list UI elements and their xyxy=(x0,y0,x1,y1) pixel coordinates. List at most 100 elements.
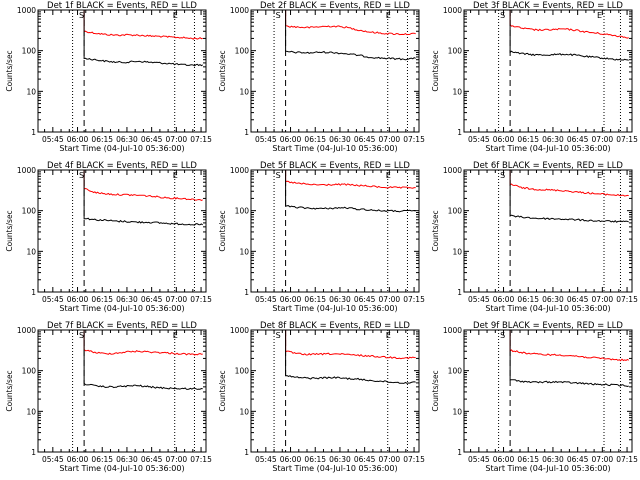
x-tick-label: 06:30 xyxy=(116,455,138,464)
x-tick-label: 05:45 xyxy=(468,135,490,144)
x-tick-label: 06:15 xyxy=(91,455,113,464)
end-marker: E xyxy=(386,331,391,340)
y-tick-label: 100 xyxy=(448,367,463,376)
plot-frame xyxy=(37,169,207,293)
plot-frame xyxy=(250,9,420,133)
x-tick-label: 06:45 xyxy=(567,295,589,304)
chart-title: Det 5f BLACK = Events, RED = LLD xyxy=(260,161,410,171)
y-axis-label: Counts/sec xyxy=(218,370,227,411)
x-tick-label: 06:00 xyxy=(280,455,302,464)
y-axis-label: Counts/sec xyxy=(5,370,14,411)
x-axis-label: Start Time (04-Jul-10 05:36:00) xyxy=(59,144,184,153)
events-series-line xyxy=(285,10,416,61)
x-axis-label: Start Time (04-Jul-10 05:36:00) xyxy=(272,464,397,473)
end-marker: E xyxy=(597,171,602,180)
chart-title: Det 8f BLACK = Events, RED = LLD xyxy=(260,321,410,331)
chart-title: Det 4f BLACK = Events, RED = LLD xyxy=(47,161,197,171)
start-marker: S xyxy=(276,11,281,20)
x-tick-label: 06:30 xyxy=(329,455,351,464)
lld-series-line xyxy=(285,10,416,36)
x-tick-label: 06:30 xyxy=(329,295,351,304)
lld-series-line xyxy=(509,10,629,39)
chart-title: Det 2f BLACK = Events, RED = LLD xyxy=(260,1,410,11)
x-tick-label: 05:45 xyxy=(42,135,64,144)
y-tick-label: 10 xyxy=(26,247,36,256)
y-tick-label: 1000 xyxy=(443,326,462,335)
y-tick-label: 1 xyxy=(244,288,249,297)
x-tick-label: 06:30 xyxy=(542,455,564,464)
x-tick-label: 07:00 xyxy=(166,135,188,144)
y-tick-label: 1 xyxy=(31,288,36,297)
y-tick-label: 100 xyxy=(448,47,463,56)
y-axis-label: Counts/sec xyxy=(431,50,440,91)
plot-frame xyxy=(250,169,420,293)
x-tick-label: 07:00 xyxy=(592,295,614,304)
plot-frame xyxy=(463,329,633,453)
end-marker: E xyxy=(386,11,391,20)
events-series-line xyxy=(509,170,629,223)
x-axis-label: Start Time (04-Jul-10 05:36:00) xyxy=(485,304,610,313)
y-axis-label: Counts/sec xyxy=(431,210,440,251)
y-axis-label: Counts/sec xyxy=(5,50,14,91)
x-tick-label: 05:45 xyxy=(42,455,64,464)
y-tick-label: 1 xyxy=(244,448,249,457)
x-tick-label: 07:00 xyxy=(166,295,188,304)
y-tick-label: 1 xyxy=(31,448,36,457)
x-tick-label: 06:45 xyxy=(354,295,376,304)
x-axis-label: Start Time (04-Jul-10 05:36:00) xyxy=(59,304,184,313)
chart-title: Det 6f BLACK = Events, RED = LLD xyxy=(473,161,623,171)
x-tick-label: 06:30 xyxy=(329,135,351,144)
end-marker: E xyxy=(173,171,178,180)
lld-series-line xyxy=(83,170,203,201)
x-tick-label: 06:00 xyxy=(280,135,302,144)
y-axis-label: Counts/sec xyxy=(5,210,14,251)
y-tick-label: 10 xyxy=(452,87,462,96)
x-tick-label: 06:45 xyxy=(567,455,589,464)
y-tick-label: 100 xyxy=(22,367,37,376)
x-tick-label: 07:00 xyxy=(379,135,401,144)
start-marker: S xyxy=(276,171,281,180)
x-tick-label: 07:00 xyxy=(379,455,401,464)
x-tick-label: 05:45 xyxy=(468,295,490,304)
y-tick-label: 10 xyxy=(239,87,249,96)
x-tick-label: 05:45 xyxy=(255,135,277,144)
events-series-line xyxy=(83,330,203,390)
x-tick-label: 06:15 xyxy=(517,295,539,304)
chart-title: Det 9f BLACK = Events, RED = LLD xyxy=(473,321,623,331)
y-tick-label: 1 xyxy=(457,288,462,297)
x-tick-label: 06:15 xyxy=(304,455,326,464)
y-tick-label: 100 xyxy=(22,207,37,216)
x-tick-label: 07:15 xyxy=(403,135,425,144)
x-tick-label: 06:15 xyxy=(91,295,113,304)
end-marker: E xyxy=(173,11,178,20)
x-tick-label: 06:00 xyxy=(67,295,89,304)
x-tick-label: 05:45 xyxy=(42,295,64,304)
x-tick-label: 06:45 xyxy=(567,135,589,144)
lld-series-line xyxy=(285,330,416,360)
x-tick-label: 07:15 xyxy=(190,455,212,464)
x-tick-label: 06:15 xyxy=(304,295,326,304)
y-tick-label: 100 xyxy=(235,47,250,56)
x-tick-label: 06:00 xyxy=(493,135,515,144)
start-marker: S xyxy=(79,11,84,20)
y-tick-label: 100 xyxy=(235,207,250,216)
x-tick-label: 06:45 xyxy=(141,295,163,304)
x-tick-label: 07:00 xyxy=(592,455,614,464)
chart-title: Det 7f BLACK = Events, RED = LLD xyxy=(47,321,197,331)
y-tick-label: 1 xyxy=(457,448,462,457)
end-marker: E xyxy=(597,11,602,20)
x-tick-label: 06:30 xyxy=(542,295,564,304)
x-tick-label: 05:45 xyxy=(255,455,277,464)
plot-frame xyxy=(37,9,207,133)
x-tick-label: 07:00 xyxy=(379,295,401,304)
start-marker: S xyxy=(500,171,505,180)
x-tick-label: 07:15 xyxy=(616,295,638,304)
y-tick-label: 10 xyxy=(452,247,462,256)
y-tick-label: 100 xyxy=(22,47,37,56)
x-tick-label: 06:15 xyxy=(91,135,113,144)
